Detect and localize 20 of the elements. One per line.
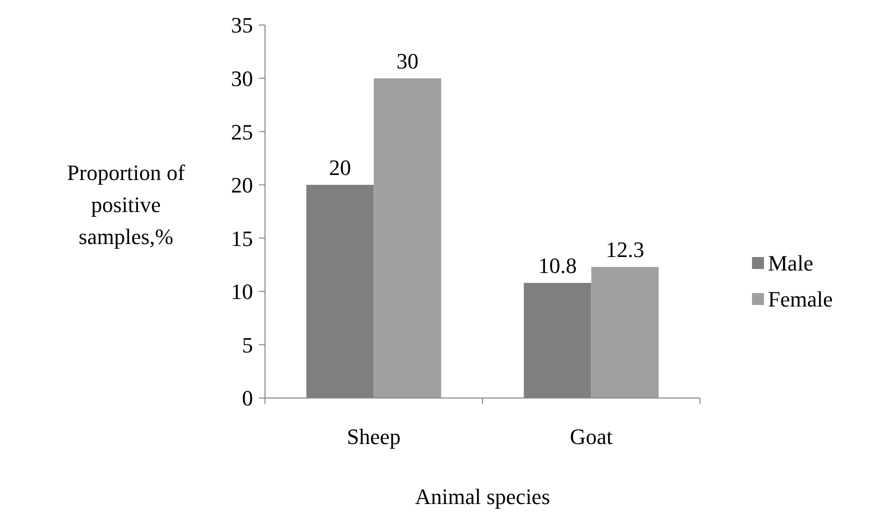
y-tick-label: 30 xyxy=(231,66,253,91)
y-tick-label: 0 xyxy=(242,386,253,411)
bar xyxy=(591,266,659,398)
data-label: 30 xyxy=(396,48,418,74)
legend-label: Female xyxy=(768,286,833,312)
y-tick-label: 35 xyxy=(231,12,253,38)
y-tick-label: 20 xyxy=(231,172,253,198)
x-axis-title: Animal species xyxy=(414,484,550,509)
bar xyxy=(374,78,442,398)
data-label: 12.3 xyxy=(606,236,644,262)
legend-label: Male xyxy=(768,250,814,276)
x-tick-label: Sheep xyxy=(346,424,401,449)
y-tick-label: 25 xyxy=(231,119,253,144)
y-tick-label: 10 xyxy=(231,279,253,304)
x-tick-label: Goat xyxy=(570,424,613,449)
y-tick-label: 15 xyxy=(231,226,253,251)
data-label: 10.8 xyxy=(538,252,577,278)
y-tick-label: 5 xyxy=(242,332,253,358)
data-label: 20 xyxy=(329,154,352,180)
y-axis-title: Proportion of positive samples,% xyxy=(67,160,186,249)
